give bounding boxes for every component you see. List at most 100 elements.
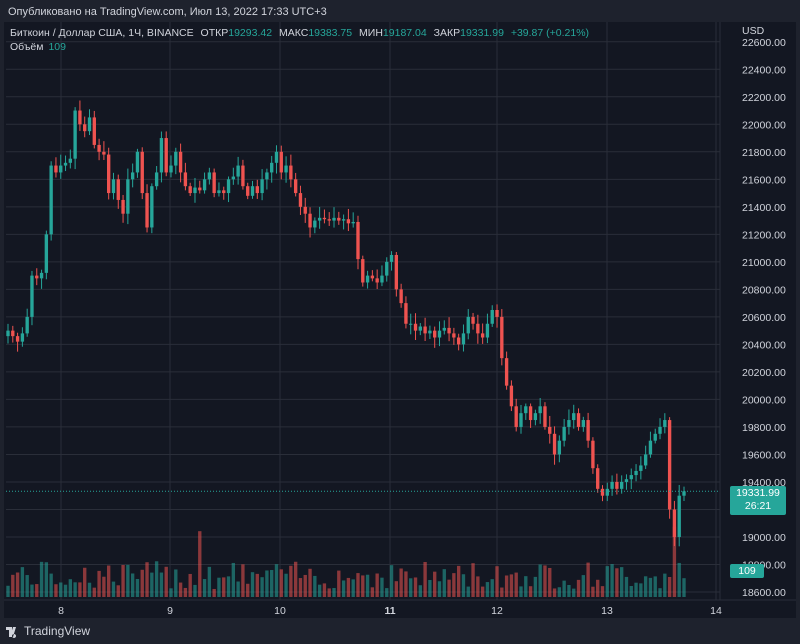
volume-bar xyxy=(178,582,183,597)
volume-bar xyxy=(270,570,274,597)
volume-bar xyxy=(39,561,44,597)
candle-body xyxy=(447,327,451,334)
volume-bar xyxy=(600,586,605,597)
candle-body xyxy=(154,172,159,187)
candle-body xyxy=(68,158,73,163)
x-tick-label: 9 xyxy=(167,605,173,617)
candle-body xyxy=(30,275,34,317)
candle-body xyxy=(634,470,638,476)
symbol-name: Биткоин / Доллар США, 1Ч, BINANCE xyxy=(10,27,194,39)
volume-bar xyxy=(380,577,384,597)
candle-body xyxy=(121,199,125,214)
candle-body xyxy=(648,440,653,455)
candle-body xyxy=(303,206,307,214)
volume-bar xyxy=(528,586,533,597)
candle-body xyxy=(92,117,96,145)
volume-bar xyxy=(461,574,466,597)
volume-bar xyxy=(59,582,63,597)
candle-body xyxy=(130,172,135,180)
candle-body xyxy=(150,186,154,228)
candle-body xyxy=(524,406,528,414)
y-tick-label: 20400.00 xyxy=(742,339,786,351)
volume-bar xyxy=(145,562,149,597)
volume-bar xyxy=(552,588,557,597)
candle-body xyxy=(284,165,288,173)
chart-area[interactable]: 22600.00 22400.00 22200.00 22000.00 21800.00… xyxy=(4,22,796,618)
volume-bar xyxy=(548,567,552,597)
volume-bar xyxy=(370,587,375,597)
candle-body xyxy=(480,333,485,338)
volume-bar xyxy=(332,588,336,597)
candle-body xyxy=(317,217,322,221)
volume-bar xyxy=(514,572,518,597)
volume-bar xyxy=(49,573,53,597)
volume-bar xyxy=(337,570,341,597)
volume-bar xyxy=(485,582,490,597)
candle-body xyxy=(380,275,384,283)
volume-bar xyxy=(260,577,264,597)
volume-bar xyxy=(255,573,259,597)
volume-bar xyxy=(629,586,633,597)
volume-bar xyxy=(308,568,312,597)
volume-bar xyxy=(437,581,442,597)
volume-bar xyxy=(562,580,566,597)
volume-bar xyxy=(97,570,101,597)
volume-bar xyxy=(572,588,576,597)
volume-bar xyxy=(619,567,624,597)
volume-bar xyxy=(68,579,73,597)
volume-bar xyxy=(169,588,173,597)
candle-body xyxy=(308,213,312,228)
close-value: 19331.99 xyxy=(460,27,504,39)
low-value: 19187.04 xyxy=(382,27,427,39)
candle-body xyxy=(409,323,413,325)
candle-body xyxy=(11,330,15,337)
candle-body xyxy=(231,176,236,180)
candle-body xyxy=(538,406,542,414)
volume-bar xyxy=(648,577,653,597)
volume-label: Объём xyxy=(10,41,44,53)
candle-body xyxy=(495,310,499,317)
candle-body xyxy=(346,219,351,224)
x-tick-label: 11 xyxy=(384,605,395,617)
y-tick-label: 21600.00 xyxy=(742,174,786,186)
volume-bar xyxy=(126,564,130,597)
x-tick-label: 12 xyxy=(491,605,503,617)
volume-bar xyxy=(274,564,279,597)
candle-body xyxy=(672,509,677,537)
candle-body xyxy=(552,433,557,455)
volume-bar xyxy=(111,581,116,597)
volume-bar xyxy=(519,586,523,597)
volume-bar xyxy=(159,572,164,597)
candle-body xyxy=(504,358,509,386)
volume-bar xyxy=(433,571,437,597)
volume-bar xyxy=(226,576,231,597)
volume-bar xyxy=(356,573,360,597)
candle-body xyxy=(337,217,341,221)
volume-bar xyxy=(11,574,15,597)
volume-bar xyxy=(500,587,504,597)
candle-body xyxy=(639,465,643,471)
candle-body xyxy=(293,179,298,194)
candlestick-chart[interactable]: 22600.00 22400.00 22200.00 22000.00 21800.00… xyxy=(4,22,796,618)
bar-countdown: 26:21 xyxy=(744,500,772,512)
volume-bar xyxy=(524,576,528,597)
candle-body xyxy=(279,151,283,173)
volume-bar xyxy=(361,575,365,597)
volume-bar xyxy=(586,562,590,597)
volume-bar xyxy=(135,578,140,597)
volume-bar xyxy=(54,584,58,597)
volume-bar xyxy=(222,577,226,597)
axis-currency-label: USD xyxy=(742,25,765,37)
volume-tag: 109 xyxy=(730,564,764,578)
candle-body xyxy=(423,326,427,334)
x-tick-label: 10 xyxy=(274,605,286,617)
candle-body xyxy=(20,333,25,342)
x-tick-label: 13 xyxy=(601,605,613,617)
candle-body xyxy=(159,138,164,173)
low-label: МИН xyxy=(359,27,383,39)
volume-bar xyxy=(346,577,351,597)
candle-body xyxy=(610,481,614,489)
candle-body xyxy=(361,259,365,283)
volume-bar xyxy=(102,576,106,597)
candle-body xyxy=(389,254,394,262)
